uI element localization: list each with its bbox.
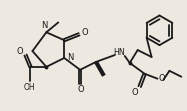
Text: O: O (82, 28, 88, 37)
Text: O: O (131, 88, 138, 97)
Text: HN: HN (113, 48, 125, 56)
Text: O: O (78, 85, 84, 94)
Text: N: N (41, 21, 47, 30)
Text: O: O (158, 74, 165, 83)
Text: N: N (67, 54, 73, 62)
Text: O: O (16, 47, 23, 56)
Text: OH: OH (24, 83, 35, 92)
